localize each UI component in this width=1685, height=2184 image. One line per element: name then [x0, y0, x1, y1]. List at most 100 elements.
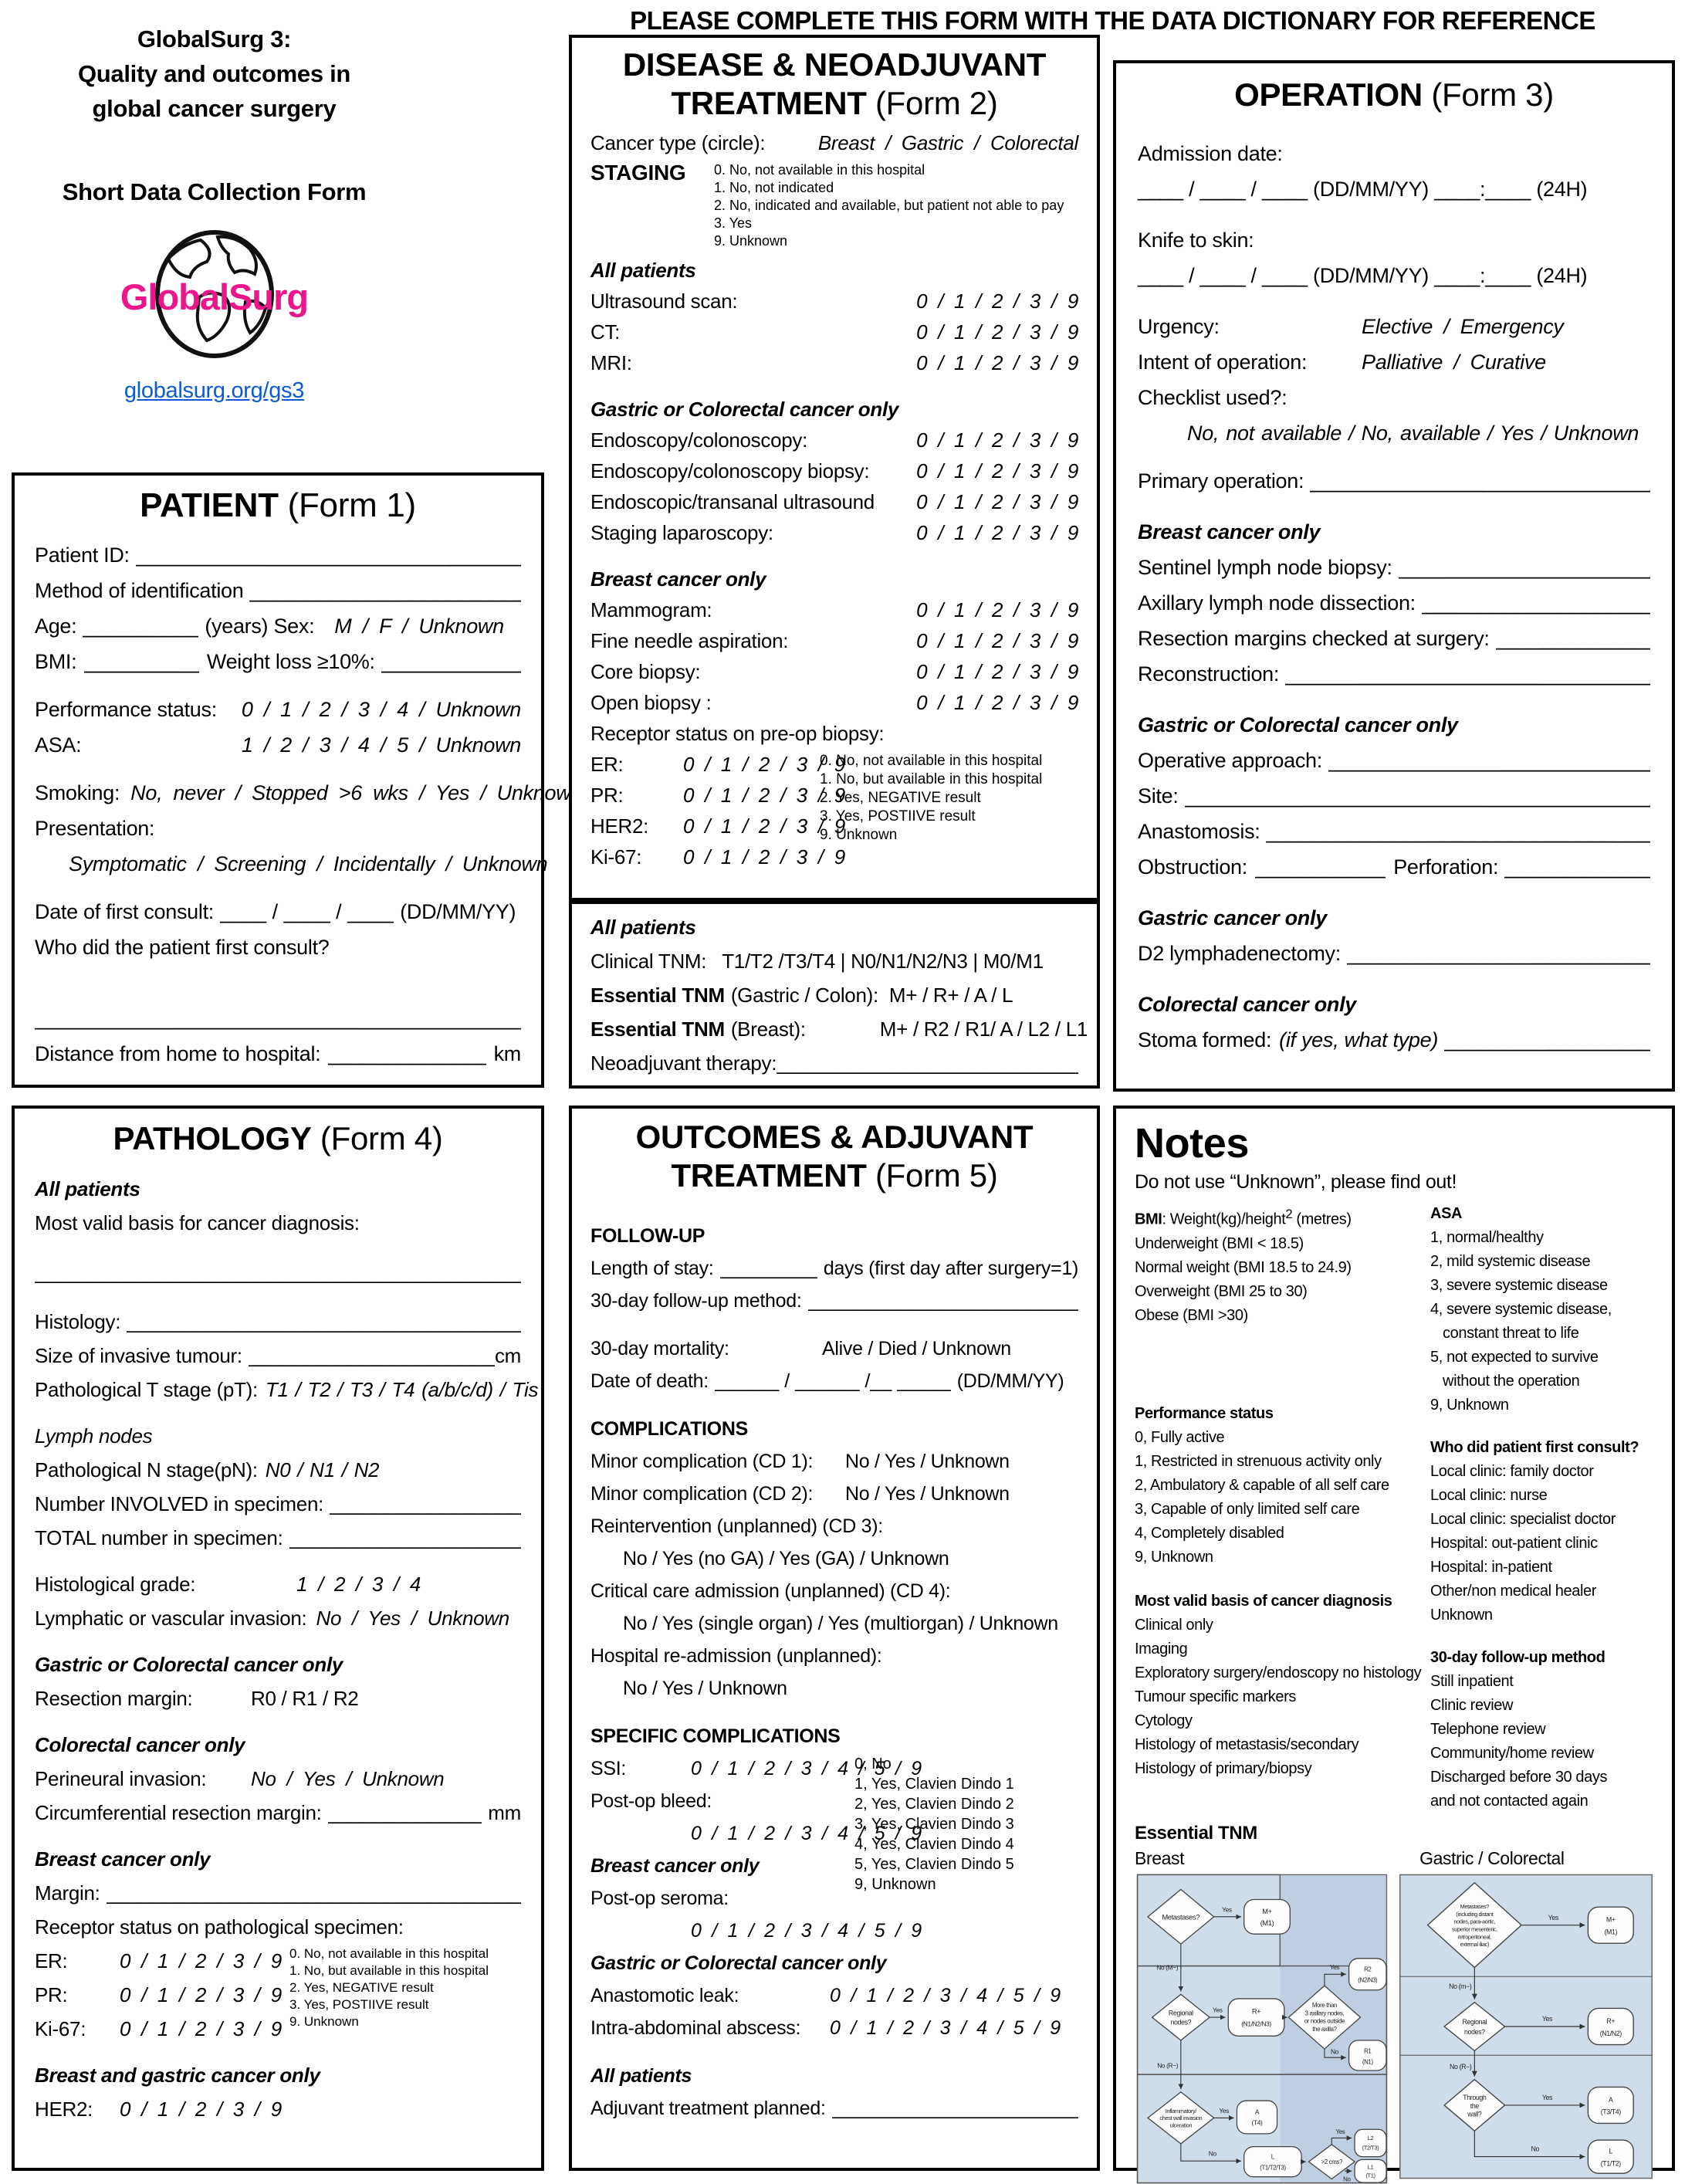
form-row: All patients: [35, 1172, 521, 1206]
form-row: Anastomotic leak: 0 / 1 / 2 / 3 / 4 / 5 /…: [590, 1979, 1078, 2012]
options: Elective / Emergency: [1362, 315, 1564, 338]
fc-label: A: [1255, 2108, 1260, 2116]
form-row: Mammogram: 0 / 1 / 2 / 3 / 9: [590, 594, 1078, 625]
options: M / F / Unknown: [334, 615, 504, 638]
options: 0 / 1 / 2 / 3 / 9: [683, 814, 845, 838]
legend-line: 3, Yes, Clavien Dindo 3: [854, 1816, 1014, 1833]
label: mm: [488, 1801, 521, 1824]
note-line: Normal weight (BMI 18.5 to 24.9): [1135, 1258, 1352, 1276]
legend-line: 2. Yes, NEGATIVE result: [289, 1980, 434, 1995]
note-line: 9, Unknown: [1430, 1397, 1509, 1414]
form-row: Hospital re-admission (unplanned):: [590, 1640, 1078, 1672]
fc-label: Regional: [1169, 2009, 1193, 2016]
label: Mammogram:: [590, 598, 712, 621]
fill-blank: ____________: [83, 615, 199, 638]
form-row: Gastric cancer only: [1138, 900, 1650, 936]
form-row: ____ / ____ / ____ (DD/MM/YY) ____:____ …: [1138, 171, 1650, 207]
options: Symptomatic / Screening / Incidentally /…: [69, 852, 548, 875]
fc-label: L: [1609, 2148, 1613, 2155]
form-row: Distance from home to hospital: _________…: [35, 1036, 521, 1072]
note-line: Local clinic: nurse: [1430, 1487, 1548, 1504]
form-row: All patients: [590, 255, 1078, 286]
options: 0 / 1 / 2 / 3 / 4 / 5 / 9: [830, 2017, 1061, 2039]
fill-blank: _____________________________________: [1310, 469, 1650, 493]
form-row: No / Yes (no GA) / Yes (GA) / Unknown: [590, 1542, 1078, 1575]
breast-chart-label: Breast: [1135, 1848, 1185, 1868]
globalsurg-link[interactable]: globalsurg.org/gs3: [123, 378, 305, 403]
label: Receptor status on pre-op biopsy:: [590, 722, 885, 745]
notes-left-column: BMI: Weight(kg)/height2 (metres) Underwe…: [1135, 1202, 1430, 1813]
options: 0 / 1 / 2 / 3 / 9: [916, 691, 1078, 714]
fill-blank: ____________________________________: [1266, 820, 1650, 843]
options: No, never / Stopped >6 wks / Yes / Unkno…: [130, 781, 583, 804]
legend-line: 0. No, not available in this hospital: [820, 753, 1043, 769]
label: Most valid basis for cancer diagnosis:: [35, 1211, 360, 1234]
note-line: Exploratory surgery/endoscopy no histolo…: [1135, 1664, 1422, 1681]
options: 0 / 1 / 2 / 3 / 9: [916, 629, 1078, 652]
notes-right-column: ASA 1, normal/healthy 2, mild systemic d…: [1430, 1202, 1653, 1813]
form-row: Gastric or Colorectal cancer only: [35, 1647, 521, 1681]
label: Primary operation:: [1138, 469, 1304, 493]
form-5-outcomes-adjuvant: OUTCOMES & ADJUVANT TREATMENT (Form 5) FO…: [569, 1106, 1100, 2171]
legend-line: 9, Unknown: [854, 1876, 936, 1893]
form-row: Checklist used?:: [1138, 380, 1650, 415]
section-header: Colorectal cancer only: [1138, 993, 1357, 1016]
label: Critical care admission (unplanned) (CD …: [590, 1580, 951, 1602]
label: Reintervention (unplanned) (CD 3):: [590, 1515, 883, 1537]
fc-label: Regional: [1463, 2018, 1487, 2026]
options: 0 / 1 / 2 / 3 / 9: [916, 598, 1078, 621]
fc-label: L2: [1368, 2135, 1374, 2142]
form-row: CT: 0 / 1 / 2 / 3 / 9: [590, 317, 1078, 347]
label: (years) Sex:: [205, 615, 315, 638]
label: Ki-67:: [35, 2017, 86, 2040]
form-2-title-rest: (Form 2): [875, 85, 998, 121]
breast-tnm-flowchart: Metastases? M+ (M1) Yes No (M−) Regional…: [1136, 1874, 1388, 2184]
label: Weight loss ≥10%:: [206, 650, 375, 673]
label: Clinical TNM:: [590, 950, 707, 973]
label: Size of invasive tumour:: [35, 1344, 242, 1367]
fill-blank: _________________________________: [1346, 942, 1650, 965]
legend-line: 2. Yes, NEGATIVE result: [820, 790, 981, 806]
note-line: 3, severe systemic disease: [1430, 1277, 1608, 1294]
options: No / Yes / Unknown: [316, 1607, 509, 1630]
fc-label: (N1): [1362, 2059, 1374, 2066]
form-row: Ki-67: 0 / 1 / 2 / 3 / 9: [590, 841, 1078, 872]
label: Date of first consult:: [35, 900, 214, 923]
section-header: Breast cancer only: [590, 1855, 760, 1877]
label: : Weight(kg)/height: [1162, 1211, 1286, 1228]
section-header: Gastric cancer only: [1138, 906, 1327, 929]
fc-label: Yes: [1336, 2128, 1345, 2135]
notes-title: Notes: [1135, 1120, 1250, 1166]
fill-blank: ________________: [328, 1042, 486, 1065]
note-line: Local clinic: specialist doctor: [1430, 1511, 1616, 1528]
note-line: 0, Fully active: [1135, 1428, 1225, 1446]
section-header: FOLLOW-UP: [590, 1225, 705, 1247]
fc-label: (N2/N3): [1358, 1977, 1378, 1984]
fc-label: (T1/T2): [1601, 2159, 1622, 2167]
label: Smoking:: [35, 781, 120, 804]
form-row: Breast cancer only: [35, 1842, 521, 1876]
form-row: Core biopsy: 0 / 1 / 2 / 3 / 9: [590, 656, 1078, 687]
form-row: Post-op seroma:: [590, 1882, 1078, 1915]
label: ER:: [590, 753, 624, 776]
note-line: Obese (BMI >30): [1135, 1306, 1248, 1324]
options: 0 / 1 / 2 / 3 / 4 / Unknown: [241, 698, 521, 721]
note-line: 5, not expected to survive: [1430, 1349, 1599, 1366]
form-row: Minor complication (CD 2): No / Yes / Unk…: [590, 1478, 1078, 1510]
fill-blank: ________________________________________…: [35, 1261, 521, 1284]
form-row: Essential TNM (Gastric / Colon): M+ / R+ /…: [590, 978, 1078, 1012]
note-line: Still inpatient: [1430, 1673, 1514, 1690]
form-row: Pathological T stage (pT): T1 / T2 / T3 /…: [35, 1373, 538, 1407]
options: 0 / 1 / 2 / 3 / 9: [916, 290, 1078, 313]
legend-line: 9. Unknown: [820, 827, 898, 843]
options: 0 / 1 / 2 / 3 / 4 / 5 / 9: [691, 1823, 922, 1844]
form-row: Admission date:: [1138, 136, 1650, 171]
fc-label: (T4): [1252, 2119, 1263, 2127]
form-2-title: DISEASE & NEOADJUVANT TREATMENT (Form 2): [590, 46, 1078, 123]
fill-blank: _____________________: [330, 1492, 521, 1515]
label: (Breast):: [730, 1018, 806, 1041]
note-line: Overweight (BMI 25 to 30): [1135, 1282, 1308, 1300]
section-header: All patients: [590, 916, 696, 939]
section-header: COMPLICATIONS: [590, 1418, 748, 1440]
form-row: No, not available / No, available / Yes …: [1138, 415, 1650, 451]
